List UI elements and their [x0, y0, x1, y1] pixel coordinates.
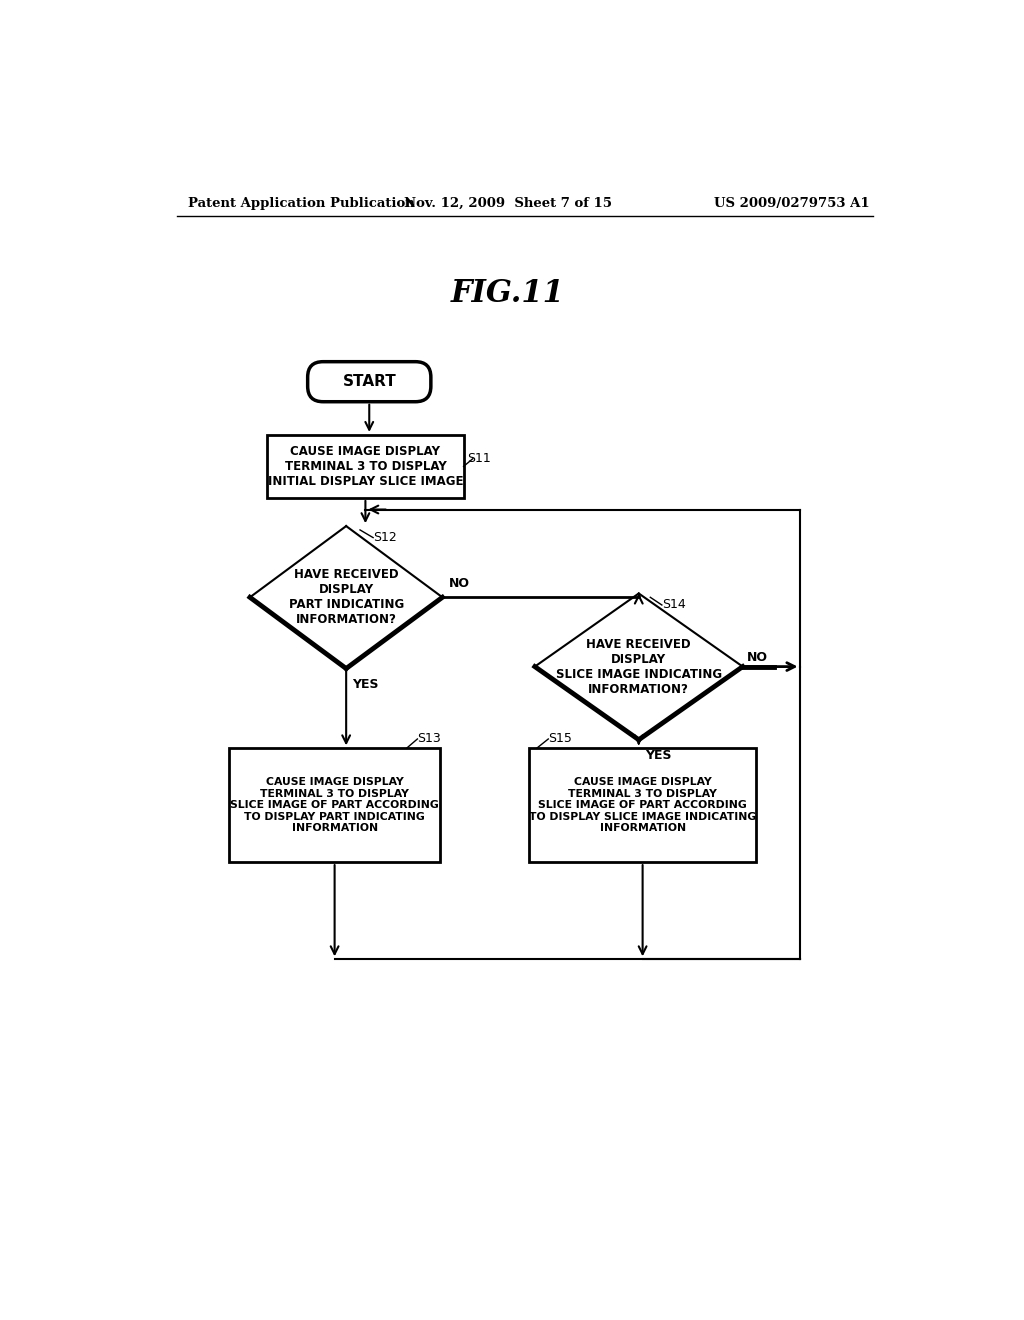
Text: CAUSE IMAGE DISPLAY
TERMINAL 3 TO DISPLAY
INITIAL DISPLAY SLICE IMAGE: CAUSE IMAGE DISPLAY TERMINAL 3 TO DISPLA… — [267, 445, 463, 488]
Text: Patent Application Publication: Patent Application Publication — [188, 197, 415, 210]
Text: START: START — [342, 374, 396, 389]
Text: CAUSE IMAGE DISPLAY
TERMINAL 3 TO DISPLAY
SLICE IMAGE OF PART ACCORDING
TO DISPL: CAUSE IMAGE DISPLAY TERMINAL 3 TO DISPLA… — [529, 777, 757, 833]
Text: NO: NO — [748, 651, 768, 664]
Bar — [228, 748, 440, 862]
Text: FIG.11: FIG.11 — [451, 277, 565, 309]
Text: US 2009/0279753 A1: US 2009/0279753 A1 — [714, 197, 869, 210]
Bar — [529, 748, 756, 862]
FancyBboxPatch shape — [307, 362, 431, 401]
Text: S11: S11 — [467, 453, 492, 465]
Text: S13: S13 — [418, 733, 441, 746]
Text: S12: S12 — [373, 531, 397, 544]
Text: HAVE RECEIVED
DISPLAY
SLICE IMAGE INDICATING
INFORMATION?: HAVE RECEIVED DISPLAY SLICE IMAGE INDICA… — [556, 638, 722, 696]
Text: CAUSE IMAGE DISPLAY
TERMINAL 3 TO DISPLAY
SLICE IMAGE OF PART ACCORDING
TO DISPL: CAUSE IMAGE DISPLAY TERMINAL 3 TO DISPLA… — [230, 777, 439, 833]
Text: NO: NO — [449, 577, 470, 590]
Text: HAVE RECEIVED
DISPLAY
PART INDICATING
INFORMATION?: HAVE RECEIVED DISPLAY PART INDICATING IN… — [289, 569, 403, 626]
Bar — [267, 434, 464, 498]
Polygon shape — [535, 594, 742, 739]
Text: S15: S15 — [548, 733, 572, 746]
Text: YES: YES — [352, 677, 379, 690]
Text: S14: S14 — [662, 598, 686, 611]
Polygon shape — [250, 527, 442, 668]
Text: YES: YES — [645, 748, 672, 762]
Text: Nov. 12, 2009  Sheet 7 of 15: Nov. 12, 2009 Sheet 7 of 15 — [403, 197, 612, 210]
